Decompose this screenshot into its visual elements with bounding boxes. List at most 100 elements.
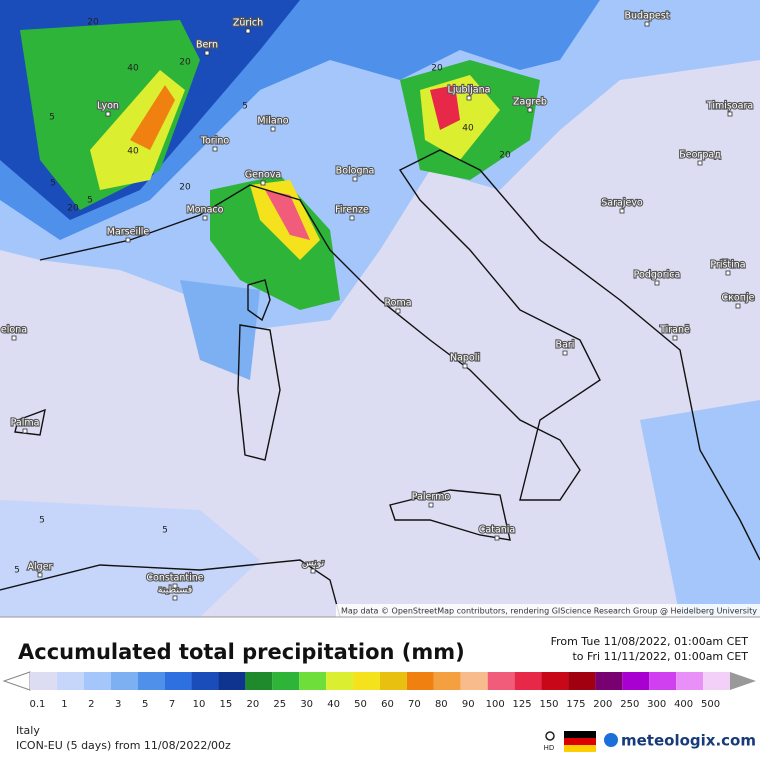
city-dot bbox=[172, 595, 178, 601]
scale-swatch bbox=[703, 672, 730, 690]
city-label: Sarajevo bbox=[601, 198, 643, 209]
scale-swatch bbox=[568, 672, 596, 690]
city-label: Timișoara bbox=[706, 101, 753, 112]
city-label: Napoli bbox=[450, 353, 480, 364]
scale-swatch bbox=[245, 672, 273, 690]
scale-label: 300 bbox=[647, 699, 666, 710]
city-dot bbox=[527, 107, 533, 113]
flag-red bbox=[564, 738, 596, 745]
scale-label: 200 bbox=[593, 699, 612, 710]
contour-label: 5 bbox=[49, 113, 55, 123]
contour-label: 5 bbox=[50, 179, 56, 189]
scale-label: 7 bbox=[169, 699, 175, 710]
scale-swatch bbox=[514, 672, 542, 690]
scale-swatch bbox=[30, 672, 57, 690]
city-label: Roma bbox=[384, 298, 411, 309]
city-label: Alger bbox=[28, 562, 53, 573]
city-dot bbox=[619, 208, 625, 214]
city-dot bbox=[172, 583, 178, 589]
scale-label: 80 bbox=[435, 699, 448, 710]
scale-label: 175 bbox=[566, 699, 585, 710]
hd-icon[interactable] bbox=[545, 731, 555, 741]
city-dot bbox=[310, 568, 316, 574]
city-label: Genova bbox=[245, 170, 281, 181]
city-dot bbox=[644, 21, 650, 27]
city-label: Bern bbox=[196, 40, 218, 51]
scale-swatch bbox=[676, 672, 704, 690]
city-dot bbox=[654, 280, 660, 286]
city-dot bbox=[735, 303, 741, 309]
city-dot bbox=[260, 180, 266, 186]
contour-label: 40 bbox=[462, 124, 474, 134]
hd-label[interactable]: HD bbox=[544, 744, 555, 752]
city-dot bbox=[352, 176, 358, 182]
contour-label: 5 bbox=[14, 566, 20, 576]
scale-label: 400 bbox=[674, 699, 693, 710]
scale-label: 100 bbox=[486, 699, 505, 710]
city-label: Marseille bbox=[107, 227, 150, 238]
city-dot bbox=[202, 215, 208, 221]
contour-label: 20 bbox=[67, 204, 79, 214]
coastlines bbox=[0, 149, 760, 618]
scale-label: 5 bbox=[142, 699, 148, 710]
scale-label: 250 bbox=[620, 699, 639, 710]
city-dot bbox=[697, 160, 703, 166]
city-dot bbox=[395, 308, 401, 314]
city-label: Tiranë bbox=[659, 325, 690, 336]
scale-label: 70 bbox=[408, 699, 421, 710]
city-dot bbox=[125, 237, 131, 243]
city-label: قسنطينة bbox=[158, 585, 193, 596]
scale-arrow-right bbox=[730, 672, 756, 690]
city-label: Zagreb bbox=[513, 97, 547, 108]
precip-fields bbox=[0, 0, 760, 617]
scale-label: 0.1 bbox=[30, 699, 46, 710]
city-dot bbox=[725, 270, 731, 276]
model-run: ICON-EU (5 days) from 11/08/2022/00z bbox=[16, 739, 231, 752]
city-label: Monaco bbox=[187, 205, 224, 216]
contour-label: 40 bbox=[127, 147, 139, 157]
scale-label: 90 bbox=[462, 699, 475, 710]
period-to: to Fri 11/11/2022, 01:00am CET bbox=[572, 650, 748, 663]
scale-swatch bbox=[110, 672, 138, 690]
scale-label: 150 bbox=[539, 699, 558, 710]
contour-label: 20 bbox=[431, 64, 443, 74]
scale-label: 50 bbox=[354, 699, 367, 710]
contour-label: 20 bbox=[179, 183, 191, 193]
scale-swatch bbox=[460, 672, 488, 690]
scale-swatch bbox=[649, 672, 677, 690]
contour-label: 40 bbox=[127, 64, 139, 74]
city-dot bbox=[245, 28, 251, 34]
scale-label: 1 bbox=[61, 699, 67, 710]
city-dot bbox=[727, 111, 733, 117]
city-label: Budapest bbox=[625, 11, 670, 22]
scale-swatch bbox=[299, 672, 327, 690]
city-dot bbox=[349, 215, 355, 221]
contour-label: 20 bbox=[499, 151, 511, 161]
legend-title: Accumulated total precipitation (mm) bbox=[18, 640, 465, 664]
city-label: Catania bbox=[479, 525, 515, 536]
city-label: Podgorica bbox=[634, 270, 681, 281]
city-dot bbox=[494, 535, 500, 541]
scale-label: 20 bbox=[246, 699, 259, 710]
attribution-bg bbox=[336, 604, 760, 617]
city-label: Priština bbox=[710, 260, 745, 271]
city-dot bbox=[212, 146, 218, 152]
scale-label: 15 bbox=[220, 699, 233, 710]
scale-swatch bbox=[406, 672, 434, 690]
scale-label: 60 bbox=[381, 699, 394, 710]
city-dot bbox=[11, 335, 17, 341]
city-dot bbox=[466, 95, 472, 101]
city-dot bbox=[204, 50, 210, 56]
brand[interactable]: meteologix.com bbox=[621, 732, 756, 750]
contour-label: 5 bbox=[242, 102, 248, 112]
scale-swatch bbox=[380, 672, 407, 690]
scale-swatch bbox=[541, 672, 569, 690]
city-dot bbox=[22, 428, 28, 434]
city-label: Firenze bbox=[335, 205, 369, 216]
city-label: Скопје bbox=[722, 293, 755, 304]
city-dot bbox=[270, 126, 276, 132]
scale-label: 10 bbox=[193, 699, 206, 710]
scale-label: 40 bbox=[327, 699, 340, 710]
city-label: Palma bbox=[11, 418, 40, 429]
